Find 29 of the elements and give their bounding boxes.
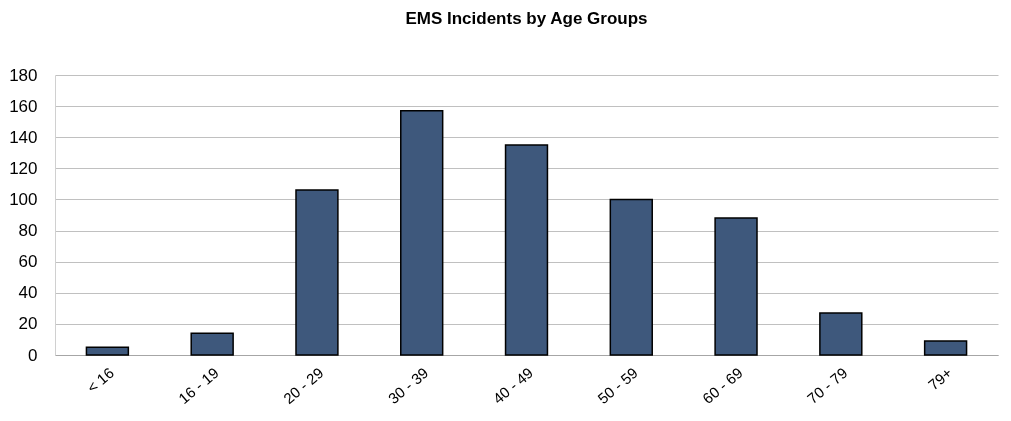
y-tick-label: 140: [9, 127, 38, 147]
bar: [609, 198, 653, 356]
bar: [85, 346, 130, 356]
y-tick-label: 120: [9, 158, 38, 178]
bar: [714, 217, 758, 356]
y-tick-label: 100: [9, 189, 38, 209]
y-tick-label: 180: [9, 65, 38, 85]
y-tick-label: 40: [18, 283, 38, 303]
x-tick-label: 79+: [924, 363, 956, 394]
bar: [819, 312, 863, 356]
y-tick-label: 20: [18, 314, 38, 334]
x-tick-label: 40 - 49: [489, 363, 537, 408]
y-tick-label: 160: [9, 96, 38, 116]
chart-title: EMS Incidents by Age Groups: [405, 9, 648, 28]
bar: [923, 340, 968, 356]
x-tick-label: < 16: [83, 363, 118, 397]
bar: [400, 110, 444, 356]
x-tick-label: 50 - 59: [594, 363, 641, 408]
y-tick-label: 0: [28, 345, 38, 365]
y-tick-label: 80: [18, 221, 38, 241]
bar: [295, 189, 339, 356]
x-tick-label: 60 - 69: [698, 363, 746, 408]
bar: [190, 332, 234, 356]
x-tick-label: 30 - 39: [384, 363, 432, 408]
bar: [504, 144, 549, 356]
x-tick-label: 20 - 29: [279, 363, 327, 408]
x-tick-label: 16 - 19: [175, 363, 222, 408]
y-tick-label: 60: [18, 252, 38, 272]
x-tick-label: 70 - 79: [803, 363, 851, 408]
